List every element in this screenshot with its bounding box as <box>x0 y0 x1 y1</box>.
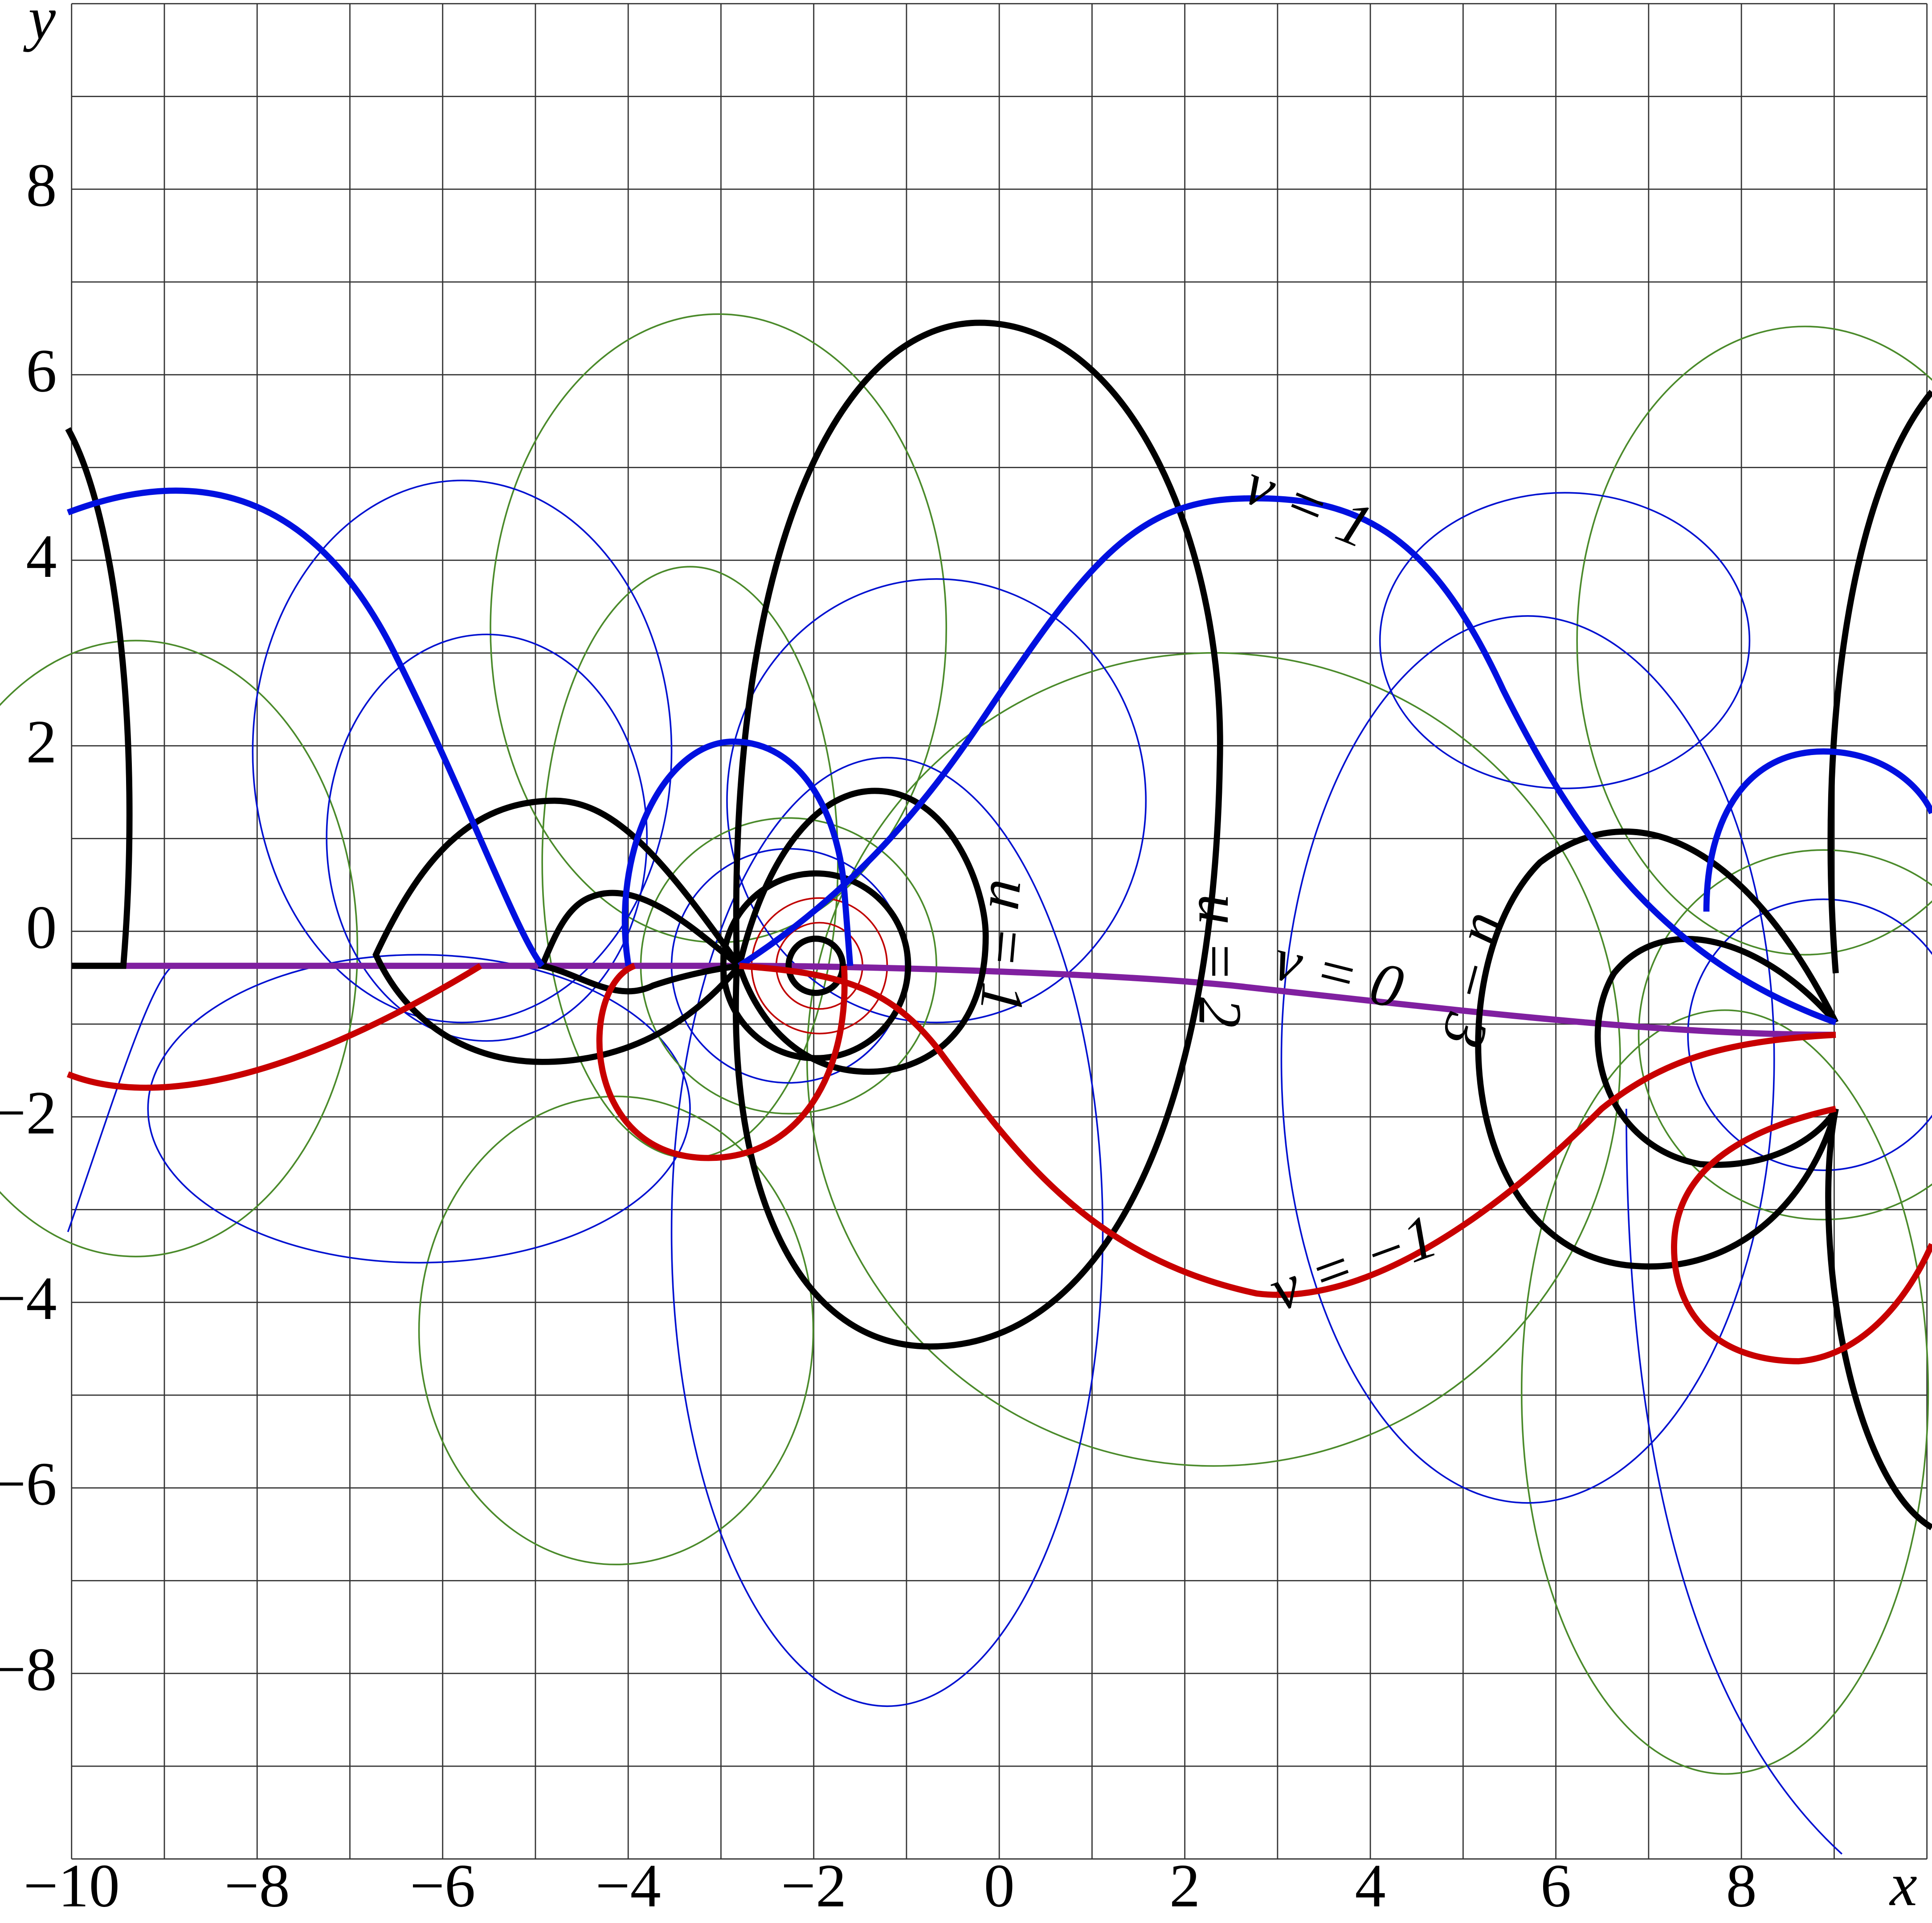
y-tick-label: 4 <box>26 522 57 590</box>
level-curve <box>66 963 482 1091</box>
level-curve <box>736 788 989 1075</box>
level-curve <box>538 890 741 995</box>
y-tick-label: 6 <box>26 337 57 405</box>
level-curve <box>1280 615 1775 1504</box>
level-curve <box>1475 828 1839 1270</box>
x-tick-label: −6 <box>410 1852 475 1920</box>
level-curve <box>252 479 673 1024</box>
level-curve <box>670 757 1104 1707</box>
level-curve <box>326 633 648 1042</box>
level-curve <box>71 963 1836 1038</box>
level-curve <box>1626 1108 1843 1855</box>
x-tick-label: 2 <box>1169 1852 1200 1920</box>
y-tick-label: 8 <box>26 151 57 219</box>
curve-label: v = 1 <box>1235 449 1382 561</box>
y-tick-label: −4 <box>0 1264 57 1332</box>
x-axis-label: x <box>1889 1850 1917 1919</box>
level-curve <box>372 797 743 1065</box>
y-tick-label: −6 <box>0 1449 57 1518</box>
level-curve <box>66 487 545 968</box>
x-tick-label: 6 <box>1540 1852 1571 1920</box>
curve-labels: v = 1 v = 0 v = −1 u = 1 u = 2 u = 3 <box>967 449 1529 1324</box>
level-curve <box>1379 492 1751 789</box>
level-curve <box>739 963 1836 1298</box>
y-tick-label: −8 <box>0 1635 57 1703</box>
contours <box>0 313 1932 1855</box>
level-curve <box>65 427 133 969</box>
x-tick-label: 4 <box>1355 1852 1386 1920</box>
curve-label: u = 3 <box>1429 907 1529 1054</box>
grid <box>71 3 1928 1860</box>
level-curve <box>0 640 358 1258</box>
curve-label: v = −1 <box>1261 1201 1446 1324</box>
level-curve <box>1687 898 1932 1171</box>
level-curve <box>1703 748 1932 912</box>
level-curve <box>1520 1009 1929 1775</box>
level-curve <box>737 495 1837 1025</box>
level-curve <box>147 954 691 1264</box>
curve-label: v = 0 <box>1267 924 1410 1022</box>
curve-label: u = 2 <box>1186 894 1254 1028</box>
y-axis-label: y <box>23 0 56 52</box>
level-curve <box>785 935 846 996</box>
level-curve <box>596 963 848 1161</box>
level-curve <box>1576 326 1932 955</box>
level-curve <box>1827 390 1932 974</box>
level-curve <box>726 578 1147 1024</box>
x-tick-label: −10 <box>24 1852 120 1920</box>
level-curve <box>1594 936 1839 1168</box>
x-tick-label: −2 <box>781 1852 846 1920</box>
level-curve <box>1638 849 1932 1221</box>
x-tick-label: −4 <box>596 1852 661 1920</box>
level-curve <box>1671 1106 1932 1364</box>
level-curve <box>732 319 1223 1350</box>
level-curve <box>720 870 911 1062</box>
y-tick-label: 0 <box>26 893 57 961</box>
level-curve <box>67 965 173 1233</box>
curve-label: u = 1 <box>967 877 1047 1017</box>
y-tick-label: −2 <box>0 1078 57 1147</box>
level-curve <box>541 566 839 1159</box>
level-curve <box>621 738 854 967</box>
x-tick-label: 0 <box>984 1852 1015 1920</box>
level-curve <box>418 1095 814 1566</box>
level-curve <box>490 313 948 943</box>
x-tick-label: −8 <box>225 1852 290 1920</box>
x-tick-label: 8 <box>1726 1852 1757 1920</box>
y-tick-label: 2 <box>26 708 57 776</box>
